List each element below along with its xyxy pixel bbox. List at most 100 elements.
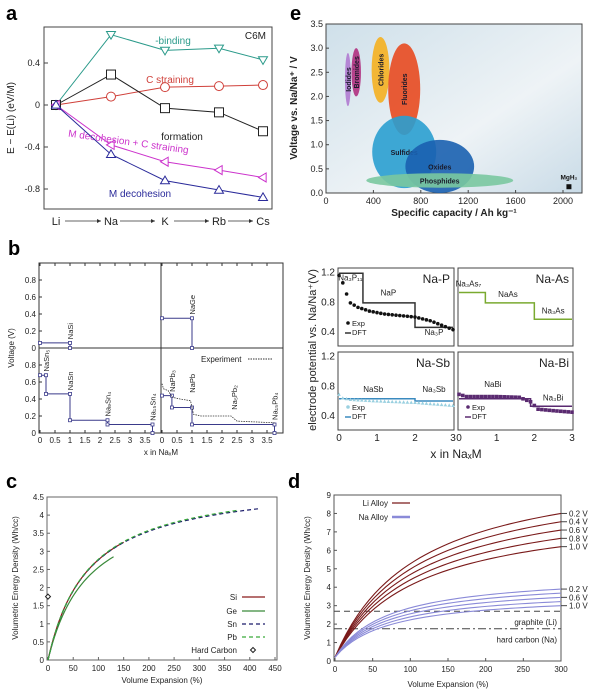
x-tick-label: 2: [220, 436, 225, 445]
y-tick-label: 2: [40, 584, 45, 593]
reference-label: graphite (Li): [514, 618, 557, 627]
legend-dft: DFT: [352, 412, 367, 421]
legend-label: Experiment: [201, 355, 242, 364]
subplot-title: Na-Sb: [416, 356, 450, 370]
legend-exp-marker: [346, 321, 350, 325]
y-tick-label: 1: [40, 620, 45, 629]
x-tick-label: 2000: [553, 196, 573, 206]
x-axis-label: Specific capacity / Ah kg⁻¹: [391, 208, 517, 219]
y-tick-label: 0.5: [310, 164, 323, 174]
exp-point: [417, 316, 421, 320]
plot-frame: [46, 496, 278, 661]
exp-point: [457, 392, 461, 397]
phase-label: NaPb₃: [168, 370, 177, 392]
x-tick-label: 150: [117, 664, 131, 673]
legend-dft: DFT: [352, 328, 367, 337]
exp-point: [566, 410, 571, 414]
x-tick-label: 3.5: [139, 436, 151, 445]
x-tick-label: 1.5: [79, 436, 91, 445]
y-tick-label: 0.8: [321, 381, 335, 392]
y-tick-label: 2: [327, 620, 332, 629]
legend-dft: DFT: [472, 412, 487, 421]
y-tick-label: 3: [327, 602, 332, 611]
x-tick-label: 100: [404, 665, 418, 674]
voltage-label: 1.0 V: [569, 543, 588, 552]
legend-label: Na Alloy: [359, 513, 388, 522]
region-label: Fluorides: [402, 73, 409, 105]
legend-label: Si: [230, 593, 237, 602]
exp-point: [382, 399, 387, 403]
x-tick-label: 1.5: [201, 436, 213, 445]
exp-point: [439, 323, 444, 328]
phase-label: Na₃P: [425, 328, 444, 337]
exp-point: [375, 310, 379, 315]
series-label: M decohesion: [109, 189, 171, 200]
exp-point: [547, 408, 552, 413]
region-label: Iodides: [346, 67, 353, 92]
exp-point: [476, 394, 480, 399]
x-category-label: Li: [52, 216, 61, 228]
x-tick-label: 2.5: [231, 436, 243, 445]
data-point: [105, 418, 110, 423]
series-label: C straining: [146, 75, 194, 86]
y-axis-label: E − E(Li) (eV/M): [6, 82, 17, 154]
data-point: [190, 422, 194, 427]
x-tick-label: 1: [374, 433, 380, 444]
x-tick-label: 3.5: [261, 436, 273, 445]
exp-point: [543, 408, 548, 412]
data-point: [257, 56, 269, 66]
exp-point: [509, 395, 514, 399]
x-tick-label: 200: [479, 665, 493, 674]
exp-point: [390, 399, 394, 404]
annotation-c6m: C6M: [245, 31, 266, 42]
x-tick-label: 300: [193, 664, 207, 673]
voltage-label: 0.6 V: [569, 593, 588, 602]
exp-point: [491, 394, 495, 399]
x-tick-label: 1200: [458, 196, 478, 206]
y-tick-label: 7: [327, 528, 332, 537]
x-tick-label: 2: [532, 433, 538, 444]
data-point: [159, 175, 171, 185]
x-category-label: K: [161, 216, 169, 228]
exp-point: [375, 399, 379, 403]
y-tick-label: 6: [327, 546, 332, 555]
legend-label: Li Alloy: [363, 499, 388, 508]
x-tick-label: 0: [323, 196, 328, 206]
region-label: Phosphides: [420, 178, 460, 185]
exp-point: [517, 395, 522, 400]
data-point: [272, 431, 277, 435]
data-point: [159, 46, 171, 56]
subplot-frame: [337, 267, 455, 347]
y-tick-label: 2.5: [33, 565, 45, 574]
panel-label-c: c: [6, 471, 17, 493]
data-point: [258, 80, 268, 91]
y-tick-label: 0.4: [25, 395, 37, 404]
step-line: [162, 317, 193, 348]
y-tick-label: -0.8: [24, 184, 40, 194]
voltage-label: 0.4 V: [569, 518, 588, 527]
x-tick-label: 50: [368, 665, 377, 674]
series-line: [334, 601, 562, 658]
data-point: [68, 391, 72, 396]
exp-point: [464, 394, 469, 399]
panel-label-b: b: [8, 238, 20, 260]
series-line: [334, 605, 562, 658]
exp-point: [382, 312, 387, 316]
subplot-title: Na-P: [423, 272, 450, 286]
exp-point: [562, 409, 567, 414]
x-tick-label: 0: [333, 665, 338, 674]
exp-point: [424, 401, 429, 405]
x-tick-label: 400: [243, 664, 257, 673]
region-label: Oxides: [428, 164, 451, 171]
region-label: Chlorides: [379, 54, 386, 86]
data-point: [160, 103, 170, 114]
subplot-frame: [337, 351, 455, 431]
series-line: [334, 529, 562, 658]
voltage-label: 0.2 V: [569, 509, 588, 518]
x-axis-label: x in NaₓM: [430, 447, 481, 461]
x-tick-label: 3: [450, 433, 456, 444]
legend-label: Hard Carbon: [191, 646, 237, 655]
y-tick-label: 0.6: [25, 378, 37, 387]
x-tick-label: 250: [167, 664, 181, 673]
x-tick-label: 0: [160, 436, 165, 445]
